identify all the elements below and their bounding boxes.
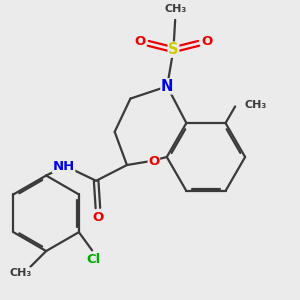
Text: CH₃: CH₃ <box>245 100 267 110</box>
Text: CH₃: CH₃ <box>10 268 32 278</box>
Text: O: O <box>148 154 160 167</box>
Text: Cl: Cl <box>87 253 101 266</box>
Text: O: O <box>202 35 213 48</box>
Text: S: S <box>168 42 179 57</box>
Text: O: O <box>134 35 145 48</box>
Text: O: O <box>92 211 104 224</box>
Text: CH₃: CH₃ <box>164 4 186 14</box>
Text: N: N <box>161 79 173 94</box>
Text: NH: NH <box>52 160 75 172</box>
